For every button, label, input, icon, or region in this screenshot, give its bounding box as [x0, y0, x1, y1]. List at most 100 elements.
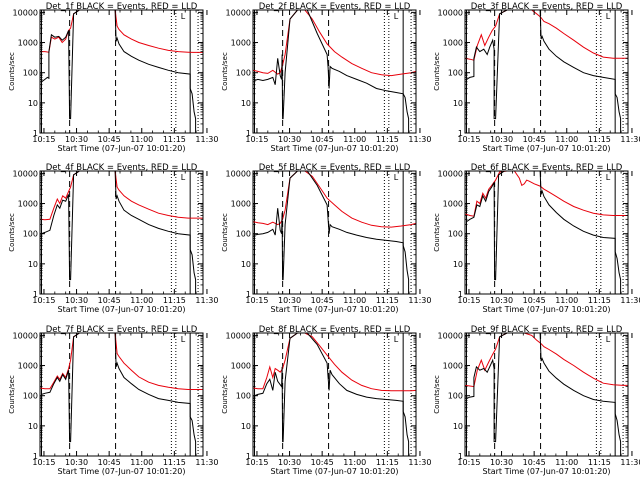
- x-axis-label: Start Time (07-Jun-07 10:01:20): [58, 305, 186, 314]
- panel-title: Det_9f BLACK = Events, RED = LLD: [471, 325, 623, 335]
- y-tick-label: 100: [23, 69, 38, 78]
- y-tick-label: 1: [33, 129, 38, 138]
- x-tick-label: 11:30: [408, 135, 431, 144]
- events-series-line: [465, 333, 622, 456]
- corner-label: L: [181, 335, 186, 344]
- y-tick-label: 10: [28, 99, 38, 108]
- plot-frame: [39, 9, 204, 134]
- corner-label: L: [394, 173, 399, 182]
- y-tick-label: 1000: [18, 200, 38, 209]
- x-axis-label: Start Time (07-Jun-07 10:01:20): [58, 144, 186, 153]
- x-tick-label: 11:00: [130, 458, 153, 467]
- x-tick-label: 11:30: [195, 135, 218, 144]
- plot-frame: [464, 332, 629, 457]
- y-tick-label: 10: [241, 99, 251, 108]
- y-tick-label: 100: [23, 230, 38, 239]
- lld-series-line: [465, 333, 628, 388]
- events-series-line: [465, 10, 622, 133]
- y-axis-label: Counts/sec: [8, 375, 16, 414]
- y-tick-label: 100: [448, 230, 463, 239]
- x-tick-label: 11:00: [343, 135, 366, 144]
- plot-frame: [252, 332, 417, 457]
- x-tick-label: 11:30: [620, 135, 640, 144]
- x-tick-label: 11:15: [588, 296, 611, 305]
- y-axis-label: Counts/sec: [433, 52, 441, 91]
- x-tick-label: 11:00: [343, 458, 366, 467]
- x-axis-label: Start Time (07-Jun-07 10:01:20): [58, 467, 186, 476]
- x-tick-label: 10:15: [245, 458, 268, 467]
- x-axis-label: Start Time (07-Jun-07 10:01:20): [271, 144, 399, 153]
- y-axis-label: Counts/sec: [433, 375, 441, 414]
- plot-frame: [464, 9, 629, 134]
- x-tick-label: 11:00: [130, 296, 153, 305]
- y-tick-label: 1: [458, 290, 463, 299]
- detector-panel-6: 1 10 100 1000 10000 10:15 10:30 10:45 11:00 11:15…: [433, 163, 640, 314]
- y-tick-label: 1000: [231, 200, 251, 209]
- x-tick-label: 10:15: [32, 135, 55, 144]
- y-tick-label: 1: [246, 290, 251, 299]
- y-tick-label: 1000: [18, 39, 38, 48]
- y-tick-label: 1: [246, 129, 251, 138]
- x-tick-label: 10:45: [98, 458, 121, 467]
- lld-series-line: [40, 10, 203, 53]
- y-tick-label: 10000: [438, 8, 463, 17]
- y-tick-label: 10: [453, 99, 463, 108]
- lld-series-line: [253, 171, 416, 228]
- plot-frame: [252, 9, 417, 134]
- x-tick-label: 10:45: [523, 458, 546, 467]
- y-tick-label: 10000: [226, 169, 251, 178]
- corner-label: L: [606, 12, 611, 21]
- y-axis-label: Counts/sec: [221, 213, 229, 252]
- lld-series-line: [253, 333, 416, 392]
- events-series-line: [40, 333, 197, 456]
- lld-series-line: [253, 10, 416, 77]
- x-tick-label: 10:15: [457, 135, 480, 144]
- detector-panel-1: 1 10 100 1000 10000 10:15 10:30 10:45 11:00 11:15…: [8, 2, 218, 153]
- x-tick-label: 11:15: [376, 296, 399, 305]
- y-tick-label: 1000: [443, 362, 463, 371]
- events-series-line: [253, 171, 410, 294]
- x-tick-label: 11:30: [620, 458, 640, 467]
- x-tick-label: 10:45: [311, 296, 334, 305]
- y-tick-label: 1: [33, 452, 38, 461]
- x-axis-label: Start Time (07-Jun-07 10:01:20): [483, 305, 611, 314]
- detector-panel-4: 1 10 100 1000 10000 10:15 10:30 10:45 11:00 11:15…: [8, 163, 218, 314]
- corner-label: L: [181, 173, 186, 182]
- x-tick-label: 11:00: [555, 458, 578, 467]
- y-tick-label: 1000: [231, 39, 251, 48]
- panel-title: Det_8f BLACK = Events, RED = LLD: [259, 325, 411, 335]
- detector-panel-3: 1 10 100 1000 10000 10:15 10:30 10:45 11:00 11:15…: [433, 2, 640, 153]
- y-tick-label: 100: [23, 392, 38, 401]
- y-tick-label: 1: [33, 290, 38, 299]
- lld-series-line: [465, 10, 628, 61]
- x-tick-label: 11:15: [163, 135, 186, 144]
- x-tick-label: 11:15: [376, 458, 399, 467]
- corner-label: L: [181, 12, 186, 21]
- y-tick-label: 100: [448, 69, 463, 78]
- corner-label: L: [606, 335, 611, 344]
- y-tick-label: 1000: [18, 362, 38, 371]
- x-tick-label: 11:15: [163, 458, 186, 467]
- y-tick-label: 100: [236, 230, 251, 239]
- x-tick-label: 10:30: [278, 135, 301, 144]
- detector-panel-8: 1 10 100 1000 10000 10:15 10:30 10:45 11:00 11:15…: [221, 325, 431, 476]
- x-tick-label: 10:45: [98, 135, 121, 144]
- y-tick-label: 10: [453, 260, 463, 269]
- plot-frame: [39, 332, 204, 457]
- y-tick-label: 10000: [13, 331, 38, 340]
- x-tick-label: 10:15: [245, 135, 268, 144]
- y-tick-label: 1: [246, 452, 251, 461]
- y-axis-label: Counts/sec: [8, 213, 16, 252]
- panel-title: Det_5f BLACK = Events, RED = LLD: [259, 163, 411, 173]
- corner-label: L: [394, 335, 399, 344]
- x-tick-label: 10:30: [490, 296, 513, 305]
- events-series-line: [253, 333, 410, 456]
- x-tick-label: 11:00: [343, 296, 366, 305]
- x-tick-label: 11:30: [195, 458, 218, 467]
- panel-title: Det_3f BLACK = Events, RED = LLD: [471, 2, 623, 12]
- panel-title: Det_7f BLACK = Events, RED = LLD: [46, 325, 198, 335]
- x-tick-label: 10:30: [65, 458, 88, 467]
- plot-frame: [39, 170, 204, 295]
- x-axis-label: Start Time (07-Jun-07 10:01:20): [271, 467, 399, 476]
- x-tick-label: 11:00: [130, 135, 153, 144]
